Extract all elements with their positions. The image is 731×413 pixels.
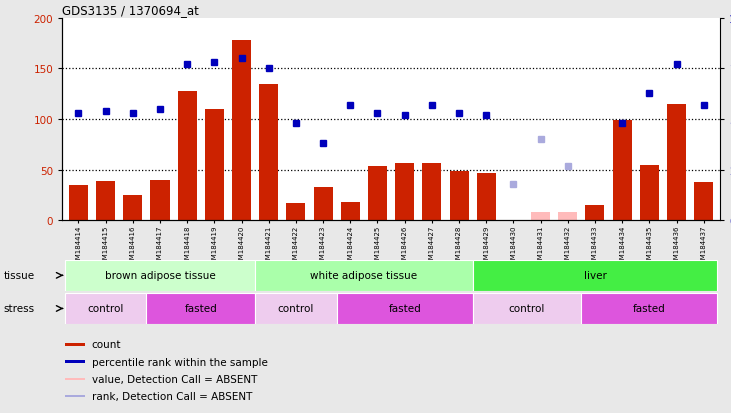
Bar <box>66 395 85 397</box>
Text: count: count <box>92 339 121 349</box>
Bar <box>65 260 255 291</box>
Bar <box>450 171 469 221</box>
Bar <box>151 180 170 221</box>
Text: white adipose tissue: white adipose tissue <box>311 271 417 281</box>
Bar <box>146 293 255 324</box>
Bar <box>66 361 85 363</box>
Bar <box>368 166 387 221</box>
Text: brown adipose tissue: brown adipose tissue <box>105 271 216 281</box>
Bar <box>423 163 442 221</box>
Bar <box>586 206 605 221</box>
Bar <box>341 203 360 221</box>
Bar <box>260 84 279 221</box>
Bar <box>477 173 496 221</box>
Bar <box>558 213 577 221</box>
Text: percentile rank within the sample: percentile rank within the sample <box>92 357 268 367</box>
Text: value, Detection Call = ABSENT: value, Detection Call = ABSENT <box>92 374 257 384</box>
Text: fasted: fasted <box>388 304 421 314</box>
Text: fasted: fasted <box>184 304 217 314</box>
Bar <box>69 185 88 221</box>
Bar <box>314 188 333 221</box>
Text: GDS3135 / 1370694_at: GDS3135 / 1370694_at <box>62 5 199 17</box>
Bar <box>232 41 251 221</box>
Bar <box>287 204 306 221</box>
Bar <box>694 183 713 221</box>
Bar <box>255 260 473 291</box>
Bar <box>473 260 717 291</box>
Text: liver: liver <box>583 271 607 281</box>
Bar <box>66 343 85 346</box>
Bar <box>613 121 632 221</box>
Bar <box>66 378 85 380</box>
Text: control: control <box>509 304 545 314</box>
Bar <box>205 109 224 221</box>
Bar <box>65 293 146 324</box>
Bar <box>395 163 414 221</box>
Text: rank, Detection Call = ABSENT: rank, Detection Call = ABSENT <box>92 392 252 401</box>
Bar <box>581 293 717 324</box>
Bar <box>124 196 143 221</box>
Bar <box>337 293 473 324</box>
Text: control: control <box>278 304 314 314</box>
Bar <box>96 181 115 221</box>
Bar <box>473 293 581 324</box>
Text: fasted: fasted <box>633 304 666 314</box>
Bar <box>255 293 337 324</box>
Text: control: control <box>88 304 124 314</box>
Bar <box>640 165 659 221</box>
Bar <box>667 104 686 221</box>
Bar <box>178 91 197 221</box>
Bar <box>531 213 550 221</box>
Text: stress: stress <box>4 304 35 314</box>
Text: tissue: tissue <box>4 271 35 281</box>
